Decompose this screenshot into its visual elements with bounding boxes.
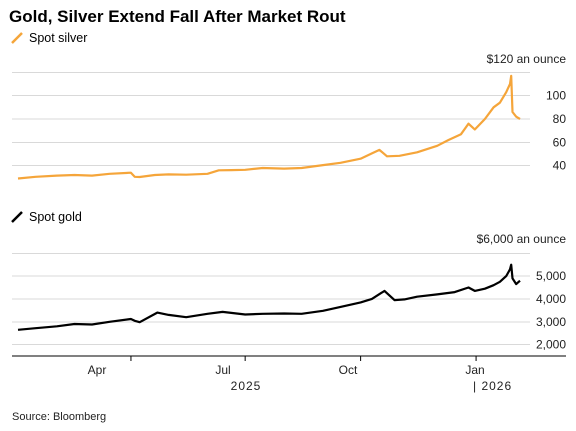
gold-legend-label: Spot gold bbox=[29, 210, 82, 224]
chart-title: Gold, Silver Extend Fall After Market Ro… bbox=[9, 7, 346, 26]
silver-legend-label: Spot silver bbox=[29, 31, 87, 45]
silver-series-line bbox=[17, 74, 521, 180]
silver-unit-label: $120 an ounce bbox=[487, 52, 567, 66]
silver-panel: Spot silver $120 an ounce 100 80 60 40 bbox=[11, 31, 567, 180]
gold-series-line bbox=[17, 263, 521, 331]
source-note: Source: Bloomberg bbox=[12, 411, 106, 423]
x-label-oct: Oct bbox=[339, 363, 358, 377]
silver-y-tick-label: 80 bbox=[553, 112, 567, 126]
silver-y-tick-label: 40 bbox=[553, 159, 567, 173]
gold-gridlines bbox=[12, 252, 530, 346]
gold-panel: Spot gold $6,000 an ounce 5,000 4,000 3,00… bbox=[11, 210, 567, 352]
x-label-jul: Jul bbox=[215, 363, 230, 377]
x-label-apr: Apr bbox=[88, 363, 107, 377]
silver-y-tick-label: 100 bbox=[546, 89, 566, 103]
gold-y-tick-label: 5,000 bbox=[536, 269, 566, 283]
gold-y-tick-label: 4,000 bbox=[536, 292, 566, 306]
silver-y-tick-label: 60 bbox=[553, 135, 567, 149]
silver-legend-swatch bbox=[11, 32, 23, 44]
x-axis: Apr Jul Oct Jan 2025 | 2026 bbox=[12, 355, 566, 393]
gold-tick-labels: 5,000 4,000 3,000 2,000 bbox=[536, 269, 566, 351]
gold-y-tick-label: 3,000 bbox=[536, 315, 566, 329]
x-label-jan: Jan bbox=[465, 363, 484, 377]
silver-gridlines bbox=[12, 71, 530, 167]
gold-y-tick-label: 2,000 bbox=[536, 338, 566, 352]
x-year-2026: | 2026 bbox=[473, 379, 512, 393]
x-tick-marks bbox=[130, 356, 477, 361]
silver-tick-labels: 100 80 60 40 bbox=[546, 89, 566, 173]
gold-unit-label: $6,000 an ounce bbox=[477, 232, 567, 246]
gold-legend-swatch bbox=[11, 211, 23, 223]
x-year-2025: 2025 bbox=[231, 379, 262, 393]
